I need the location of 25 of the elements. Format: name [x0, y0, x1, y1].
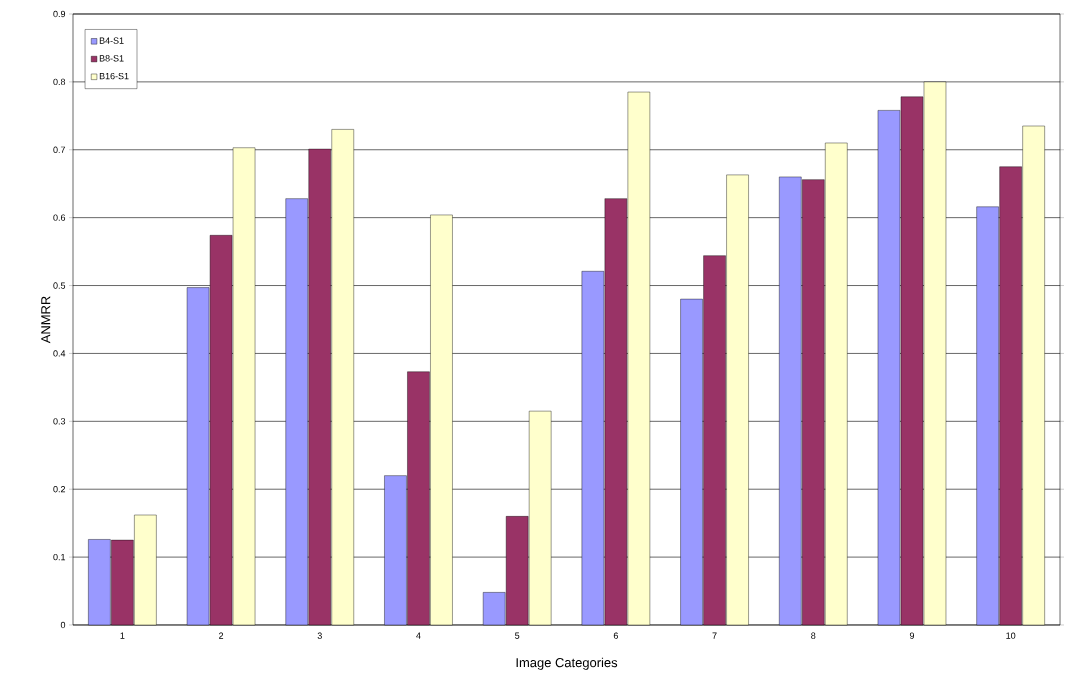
- x-tick-label: 10: [1006, 632, 1016, 639]
- x-tick-label: 6: [613, 632, 618, 639]
- x-tick-label: 8: [811, 632, 816, 639]
- x-tick-label: 4: [416, 632, 421, 639]
- x-tick-label: 3: [317, 632, 322, 639]
- y-tick-label: 0.1: [53, 553, 66, 561]
- y-tick-label: 0.2: [53, 486, 66, 493]
- y-tick-label: 0.5: [53, 282, 66, 289]
- y-tick-label: 0.3: [53, 418, 66, 425]
- y-axis-title: ANMRR: [41, 296, 51, 344]
- x-tick-label: 5: [515, 632, 520, 639]
- legend-label: B8-S1: [99, 55, 124, 62]
- y-tick-label: 0.6: [53, 214, 66, 221]
- legend-label: B4-S1: [99, 37, 124, 44]
- y-tick-label: 0.4: [53, 350, 66, 357]
- legend-label: B16-S1: [99, 72, 129, 80]
- x-axis-title: Image Categories: [516, 657, 618, 670]
- y-tick-label: 0.8: [53, 78, 66, 86]
- x-tick-label: 2: [219, 632, 224, 639]
- x-tick-label: 1: [120, 632, 125, 639]
- x-tick-label: 7: [712, 632, 717, 639]
- y-tick-label: 0: [60, 621, 66, 629]
- y-tick-label: 0.7: [53, 146, 66, 153]
- y-tick-label: 0.9: [53, 10, 66, 18]
- x-tick-label: 9: [909, 632, 915, 639]
